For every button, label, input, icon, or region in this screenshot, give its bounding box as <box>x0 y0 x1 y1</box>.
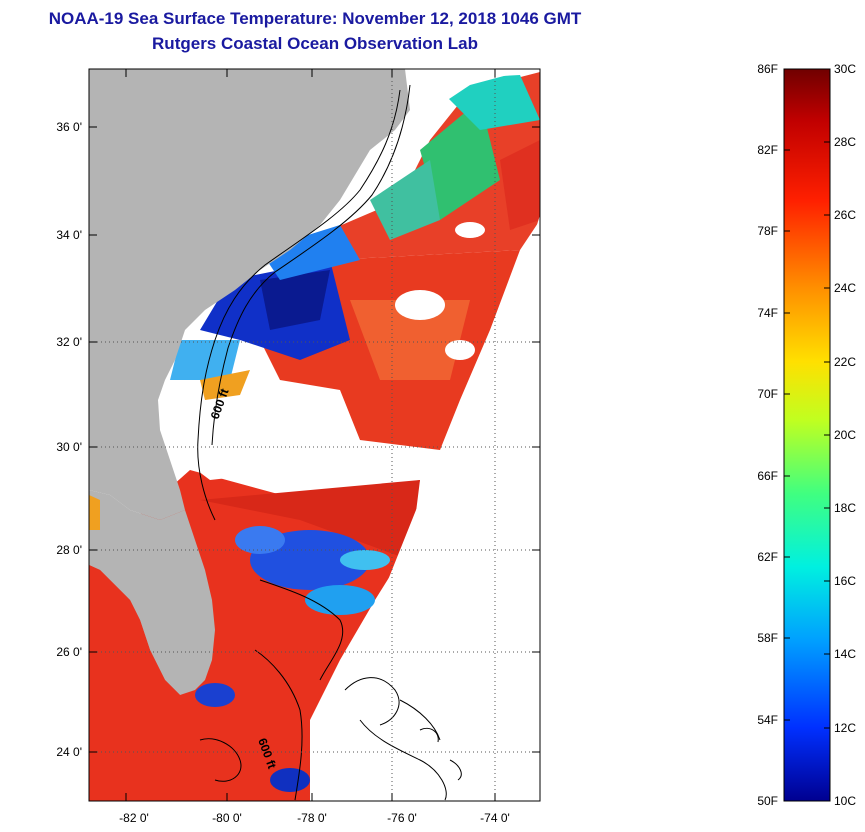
c-label: 10C <box>834 794 856 808</box>
land-southeast-us <box>89 69 410 520</box>
c-label: 12C <box>834 721 856 735</box>
c-label: 22C <box>834 355 856 369</box>
map-tick-marks <box>89 69 540 801</box>
c-label: 18C <box>834 501 856 515</box>
lon-label: -82 0' <box>119 811 149 825</box>
c-label: 24C <box>834 281 856 295</box>
f-label: 74F <box>757 306 778 320</box>
swath-edge-nodata <box>310 215 540 801</box>
lon-label: -74 0' <box>480 811 510 825</box>
f-label: 82F <box>757 143 778 157</box>
f-label: 50F <box>757 794 778 808</box>
map-title: NOAA-19 Sea Surface Temperature: Novembe… <box>48 9 582 28</box>
f-label: 62F <box>757 550 778 564</box>
f-label: 66F <box>757 469 778 483</box>
colorbar-ticks <box>784 141 830 729</box>
c-label: 28C <box>834 135 856 149</box>
map-area <box>89 69 540 801</box>
lat-label: 30 0' <box>56 440 82 454</box>
c-label: 14C <box>834 647 856 661</box>
lon-label: -78 0' <box>297 811 327 825</box>
lat-label: 26 0' <box>56 645 82 659</box>
lon-label: -76 0' <box>387 811 417 825</box>
f-label: 54F <box>757 713 778 727</box>
lat-label: 34 0' <box>56 228 82 242</box>
f-label: 86F <box>757 62 778 76</box>
c-label: 30C <box>834 62 856 76</box>
longitude-labels: -82 0' -80 0' -78 0' -76 0' -74 0' <box>119 811 510 825</box>
land-florida <box>89 490 215 695</box>
lat-label: 36 0' <box>56 120 82 134</box>
map-frame <box>88 68 541 802</box>
lat-label: 32 0' <box>56 335 82 349</box>
lat-label: 28 0' <box>56 543 82 557</box>
sst-swath <box>89 72 540 801</box>
c-label: 16C <box>834 574 856 588</box>
lat-label: 24 0' <box>56 745 82 759</box>
c-label: 20C <box>834 428 856 442</box>
colorbar-f-labels: 86F 82F 78F 74F 70F 66F 62F 58F 54F 50F <box>757 62 778 808</box>
c-label: 26C <box>834 208 856 222</box>
latitude-labels: 36 0' 34 0' 32 0' 30 0' 28 0' 26 0' 24 0… <box>56 120 82 759</box>
colorbar <box>783 68 831 802</box>
f-label: 58F <box>757 631 778 645</box>
f-label: 78F <box>757 224 778 238</box>
colorbar-c-labels: 30C 28C 26C 24C 22C 20C 18C 16C 14C 12C … <box>834 62 856 808</box>
bathymetry-contours <box>197 84 411 801</box>
f-label: 70F <box>757 387 778 401</box>
lon-label: -80 0' <box>212 811 242 825</box>
map-subtitle: Rutgers Coastal Ocean Observation Lab <box>152 34 478 53</box>
